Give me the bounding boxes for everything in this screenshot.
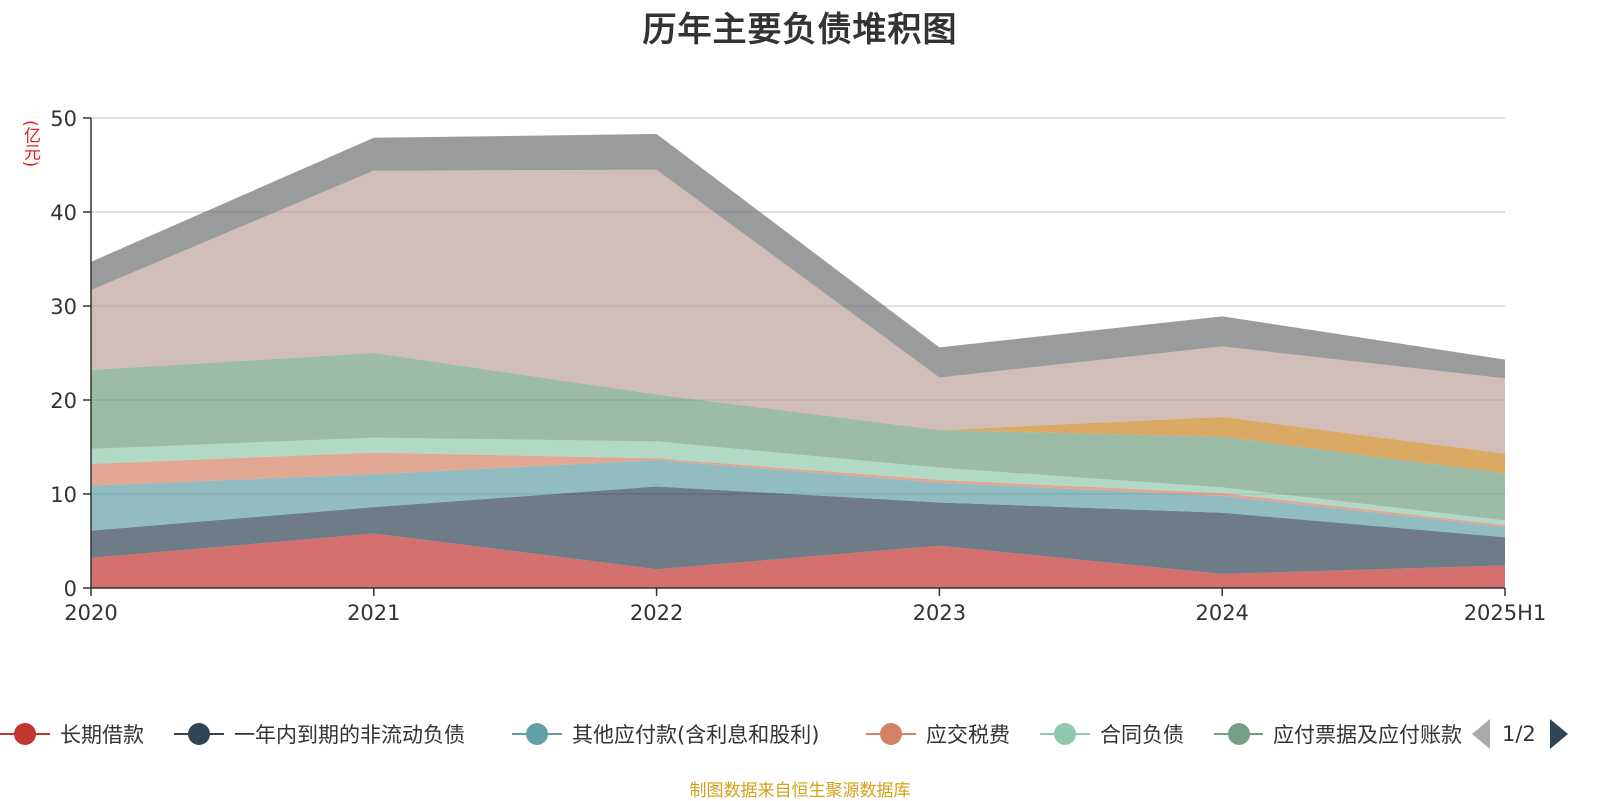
y-tick-label: 30 <box>50 295 77 319</box>
x-tick-label: 2023 <box>913 601 966 625</box>
y-axis-unit-label: (亿元) <box>20 120 40 168</box>
legend-item-other-payables[interactable]: 其他应付款(含利息和股利) <box>512 716 819 752</box>
area-series-3 <box>91 452 1505 527</box>
chart-title: 历年主要负债堆积图 <box>642 10 958 50</box>
legend-label: 一年内到期的非流动负债 <box>234 723 465 747</box>
legend-next-page-icon[interactable] <box>1549 719 1568 749</box>
area-series-7 <box>91 169 1505 454</box>
area-series-8 <box>91 133 1505 379</box>
legend-marker-icon <box>174 719 224 749</box>
legend-item-notes-accounts-payable[interactable]: 应付票据及应付账款 <box>1214 716 1462 752</box>
legend-marker-icon <box>866 719 916 749</box>
legend-item-contract-liabilities[interactable]: 合同负债 <box>1040 716 1184 752</box>
x-tick-label: 2020 <box>64 601 117 625</box>
y-tick-label: 40 <box>50 201 77 225</box>
legend-item-taxes-payable[interactable]: 应交税费 <box>866 716 1010 752</box>
y-tick-label: 20 <box>50 389 77 413</box>
x-tick-label: 2024 <box>1195 601 1248 625</box>
legend-marker-icon <box>0 719 50 749</box>
legend-label: 应付票据及应付账款 <box>1273 723 1462 747</box>
y-tick-label: 10 <box>50 483 77 507</box>
legend-item-long-term-loan[interactable]: 长期借款 <box>0 716 144 752</box>
y-tick-label: 0 <box>64 577 77 601</box>
legend: 长期借款 一年内到期的非流动负债 其他应付款(含利息和股利) 应交税费 合同负债… <box>0 716 1600 752</box>
legend-marker-icon <box>1214 719 1263 749</box>
legend-marker-icon <box>512 719 562 749</box>
legend-label: 合同负债 <box>1100 723 1184 747</box>
legend-marker-icon <box>1040 719 1090 749</box>
x-tick-label: 2021 <box>347 601 400 625</box>
x-tick-label: 2025H1 <box>1464 601 1547 625</box>
area-series-1 <box>91 486 1505 574</box>
legend-pager: 1/2 <box>1468 716 1600 752</box>
x-tick-label: 2022 <box>630 601 683 625</box>
legend-label: 应交税费 <box>926 723 1010 747</box>
legend-item-current-portion-noncurrent[interactable]: 一年内到期的非流动负债 <box>174 716 465 752</box>
legend-prev-page-icon[interactable] <box>1472 719 1490 749</box>
data-source-footer: 制图数据来自恒生聚源数据库 <box>689 781 911 801</box>
axes: 0 10 20 30 40 50 2020 2021 2022 2023 2024 2025H1 <box>50 107 1546 625</box>
y-tick-label: 50 <box>50 107 77 131</box>
area-series-0 <box>91 533 1505 588</box>
legend-label: 其他应付款(含利息和股利) <box>572 723 820 747</box>
area-series-4 <box>91 437 1505 526</box>
area-series-5 <box>91 353 1505 521</box>
area-series <box>91 133 1505 588</box>
legend-label: 长期借款 <box>60 723 144 747</box>
legend-page-indicator: 1/2 <box>1502 722 1536 746</box>
area-series-2 <box>91 460 1505 538</box>
